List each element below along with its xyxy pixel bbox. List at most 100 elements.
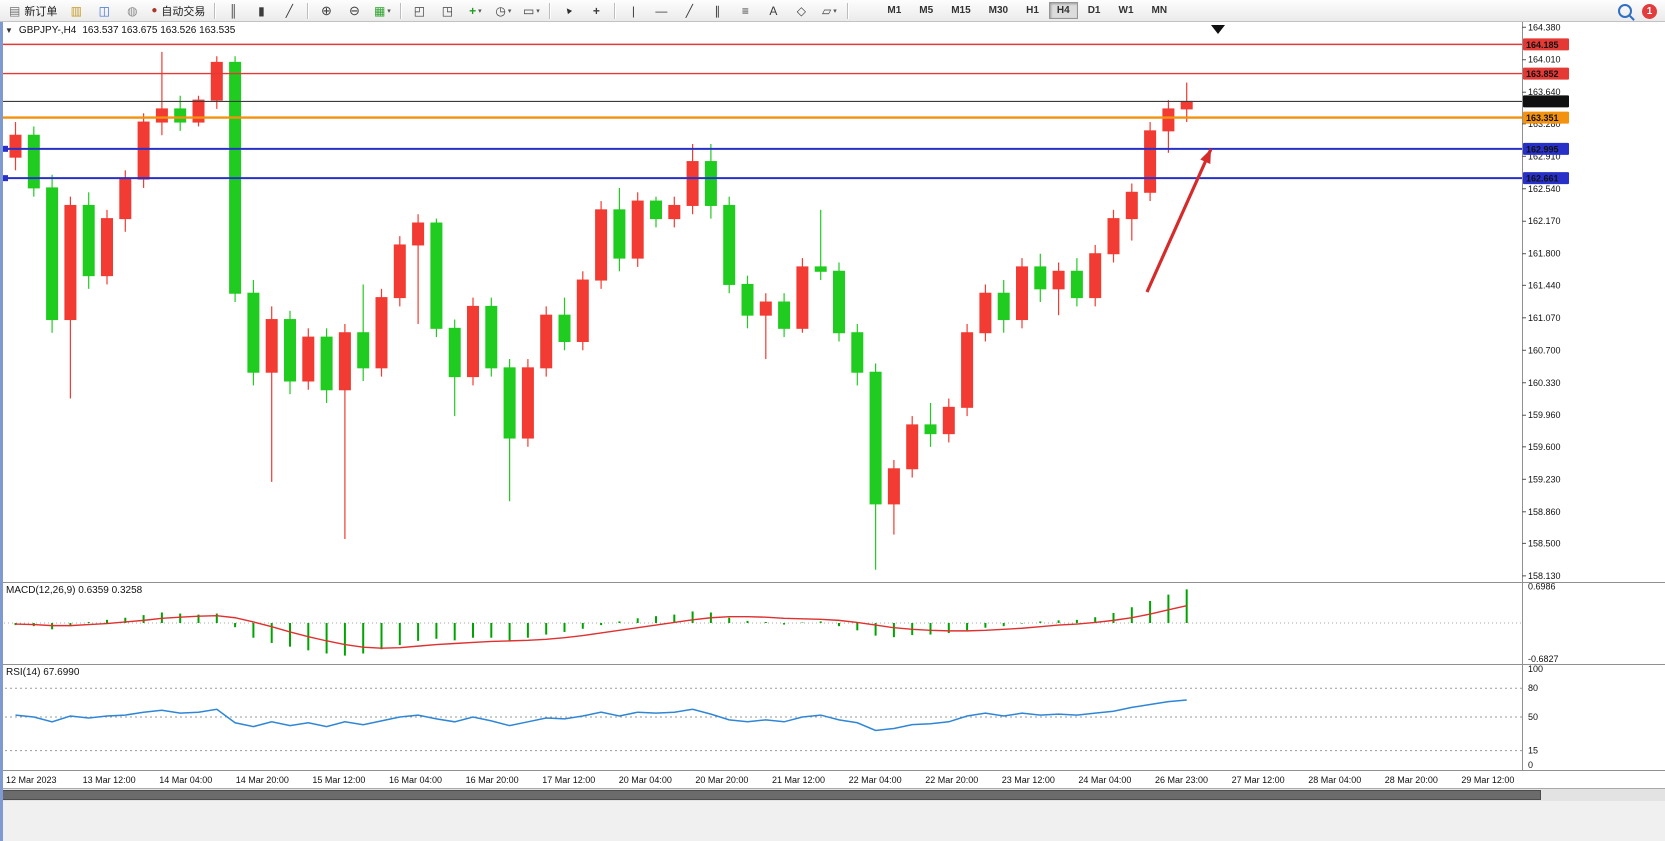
timeframe-mn[interactable]: MN <box>1151 5 1168 16</box>
chart-ohlc-values: 163.537 163.675 163.526 163.535 <box>82 25 236 36</box>
cascade-windows-button[interactable]: ◳ <box>434 0 460 22</box>
candle <box>393 244 406 299</box>
charts-button[interactable]: ▥ <box>63 0 89 22</box>
search-icon[interactable] <box>1618 4 1632 18</box>
notification-badge[interactable]: 1 <box>1642 3 1657 19</box>
line-handle[interactable] <box>2 175 8 182</box>
price-badge-label: 162.995 <box>1526 144 1559 154</box>
timeframe-d1[interactable]: D1 <box>1087 5 1101 16</box>
candlestick-chart-button[interactable]: ▮ <box>248 0 274 22</box>
bar-chart-button[interactable]: ║ <box>220 0 246 22</box>
scrollbar-thumb[interactable] <box>1 790 1541 800</box>
chart-shift-marker[interactable] <box>1211 25 1225 34</box>
candle <box>320 336 333 391</box>
timeframe-h1[interactable]: H1 <box>1026 5 1039 16</box>
price-badge <box>1523 142 1569 155</box>
candle <box>833 270 845 334</box>
toolbar-separator <box>614 2 616 19</box>
time-axis-label: 21 Mar 12:00 <box>772 775 825 785</box>
vertical-line-tool[interactable]: | <box>620 0 646 22</box>
timeframe-toolbar: M1 M5 M15 M30 H1 H4 D1 W1 MN <box>878 2 1176 19</box>
shapes-tool[interactable]: ▱ ▾ <box>816 0 842 22</box>
bar-chart-icon: ║ <box>229 3 238 18</box>
window-tile-icon: ◰ <box>413 3 426 18</box>
dropdown-arrow-icon[interactable]: ▾ <box>833 7 837 15</box>
candle <box>1016 266 1028 321</box>
line-handle[interactable] <box>2 145 8 152</box>
text-tool[interactable]: A <box>760 0 786 22</box>
dropdown-arrow-icon[interactable]: ▾ <box>387 7 391 15</box>
timeframe-m30[interactable]: M30 <box>988 5 1009 16</box>
toolbar-separator <box>400 2 402 19</box>
horizontal-line-tool[interactable]: — <box>648 0 674 22</box>
price-tick-label: 161.070 <box>1528 313 1561 323</box>
time-axis-label: 16 Mar 20:00 <box>466 775 519 785</box>
rsi-axis-label: 50 <box>1528 712 1538 722</box>
candle <box>485 305 498 369</box>
tile-windows-button[interactable]: ▦ ▾ <box>369 0 395 22</box>
trendline-tool[interactable]: ╱ <box>676 0 702 22</box>
line-chart-button[interactable]: ╱ <box>276 0 302 22</box>
time-axis-label: 27 Mar 12:00 <box>1232 775 1285 785</box>
zoom-in-button[interactable]: ⊕ <box>313 0 339 22</box>
timeframe-m1[interactable]: M1 <box>887 5 902 16</box>
candle <box>558 314 571 342</box>
one-click-collapse-icon[interactable]: ▼ <box>5 26 13 35</box>
price-tick-label: 164.380 <box>1528 22 1561 32</box>
arrow-object[interactable] <box>1145 148 1213 293</box>
channel-tool[interactable]: ∥ <box>704 0 730 22</box>
profiles-button[interactable]: ◫ <box>91 0 117 22</box>
candle <box>924 424 937 435</box>
time-axis-label: 12 Mar 2023 <box>6 775 57 785</box>
candle <box>814 266 827 272</box>
bottom-filler <box>0 801 1665 841</box>
template-icon: ▭ <box>522 3 535 18</box>
arrange-windows-button[interactable]: ◰ <box>406 0 432 22</box>
candlestick-icon: ▮ <box>258 3 265 18</box>
templates-button[interactable]: ▭ ▾ <box>518 0 544 22</box>
channel-icon: ∥ <box>714 3 721 18</box>
time-axis-label: 28 Mar 04:00 <box>1308 775 1361 785</box>
new-order-button[interactable]: ▤ 新订单 <box>5 0 61 22</box>
dropdown-arrow-icon[interactable]: ▾ <box>507 7 512 15</box>
add-indicator-button[interactable]: + ▾ <box>462 0 488 22</box>
price-badge-label: 163.351 <box>1526 113 1559 123</box>
candle <box>942 406 955 435</box>
label-tool[interactable]: ◇ <box>788 0 814 22</box>
candle <box>1107 218 1120 255</box>
candle <box>82 204 95 277</box>
navigator-button[interactable]: ◍ <box>119 0 145 22</box>
zoom-out-button[interactable]: ⊖ <box>341 0 367 22</box>
candle <box>9 134 22 158</box>
trendline-icon: ╱ <box>685 3 693 18</box>
fibonacci-tool[interactable]: ≡ <box>732 0 758 22</box>
autotrading-button[interactable]: ● 自动交易 <box>147 0 209 22</box>
timeframe-w1[interactable]: W1 <box>1118 5 1134 16</box>
cursor-tool[interactable]: ▲ <box>555 0 581 22</box>
candle <box>576 279 589 342</box>
candle <box>448 327 461 378</box>
candle <box>192 99 205 123</box>
price-tick-label: 158.130 <box>1528 571 1561 581</box>
crosshair-tool[interactable]: + <box>583 0 609 22</box>
price-tick-label: 162.910 <box>1528 151 1561 161</box>
arrow-head[interactable] <box>1200 149 1211 165</box>
timeframe-m15[interactable]: M15 <box>951 5 971 16</box>
candle <box>906 424 919 470</box>
crosshair-icon: + <box>592 3 600 18</box>
time-axis-label: 26 Mar 23:00 <box>1155 775 1208 785</box>
periods-button[interactable]: ◷ ▾ <box>490 0 516 22</box>
price-tick-label: 163.280 <box>1528 119 1561 129</box>
price-tick-label: 164.010 <box>1528 55 1561 65</box>
timeframe-m5[interactable]: M5 <box>919 5 934 16</box>
toolbar-separator <box>214 2 216 19</box>
time-axis-label: 14 Mar 20:00 <box>236 775 289 785</box>
rsi-axis-label: 0 <box>1528 760 1533 770</box>
horizontal-scrollbar[interactable] <box>0 788 1665 801</box>
candle <box>796 266 809 329</box>
candle <box>210 61 223 101</box>
cursor-icon: ▲ <box>561 3 575 17</box>
dropdown-arrow-icon[interactable]: ▾ <box>478 7 482 15</box>
dropdown-arrow-icon[interactable]: ▾ <box>536 7 540 15</box>
timeframe-h4[interactable]: H4 <box>1048 2 1078 19</box>
